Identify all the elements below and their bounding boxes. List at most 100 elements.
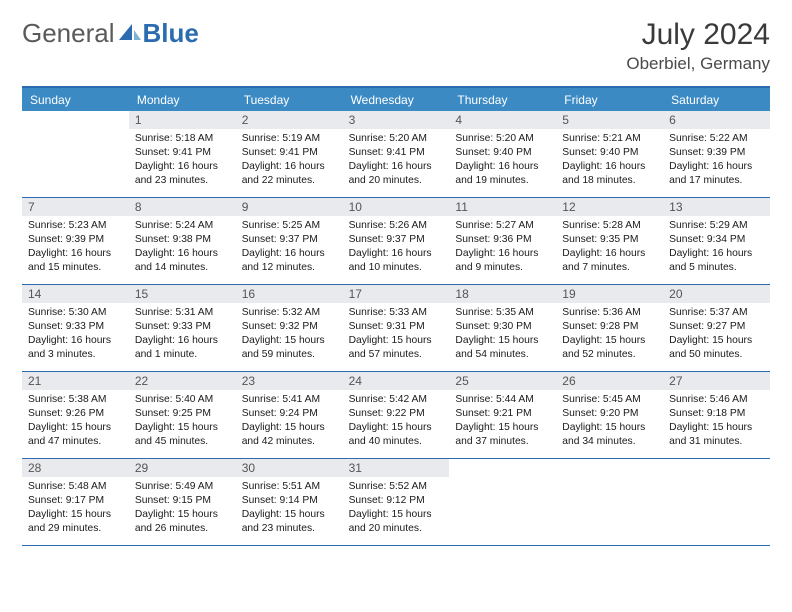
- day-cell: 10Sunrise: 5:26 AMSunset: 9:37 PMDayligh…: [343, 198, 450, 284]
- daylight-line: and 15 minutes.: [28, 261, 123, 275]
- daylight-line: and 7 minutes.: [562, 261, 657, 275]
- sunrise-line: Sunrise: 5:22 AM: [669, 132, 764, 146]
- brand-logo: General Blue: [22, 18, 199, 49]
- day-details: Sunrise: 5:20 AMSunset: 9:41 PMDaylight:…: [343, 129, 450, 193]
- day-header-row: Sunday Monday Tuesday Wednesday Thursday…: [22, 88, 770, 111]
- daylight-line: and 19 minutes.: [455, 174, 550, 188]
- daylight-line: Daylight: 16 hours: [455, 247, 550, 261]
- day-number: 20: [663, 285, 770, 303]
- sunrise-line: Sunrise: 5:33 AM: [349, 306, 444, 320]
- daylight-line: and 5 minutes.: [669, 261, 764, 275]
- day-details: Sunrise: 5:49 AMSunset: 9:15 PMDaylight:…: [129, 477, 236, 541]
- brand-part1: General: [22, 18, 115, 49]
- daylight-line: Daylight: 15 hours: [242, 421, 337, 435]
- sunset-line: Sunset: 9:12 PM: [349, 494, 444, 508]
- daylight-line: Daylight: 15 hours: [455, 334, 550, 348]
- daylight-line: and 52 minutes.: [562, 348, 657, 362]
- daylight-line: and 57 minutes.: [349, 348, 444, 362]
- daylight-line: and 40 minutes.: [349, 435, 444, 449]
- daylight-line: Daylight: 15 hours: [669, 334, 764, 348]
- daylight-line: Daylight: 16 hours: [135, 160, 230, 174]
- title-block: July 2024 Oberbiel, Germany: [626, 18, 770, 74]
- sunrise-line: Sunrise: 5:44 AM: [455, 393, 550, 407]
- day-header: Saturday: [663, 88, 770, 111]
- daylight-line: Daylight: 16 hours: [135, 334, 230, 348]
- sunset-line: Sunset: 9:39 PM: [28, 233, 123, 247]
- day-details: Sunrise: 5:23 AMSunset: 9:39 PMDaylight:…: [22, 216, 129, 280]
- daylight-line: and 47 minutes.: [28, 435, 123, 449]
- sunset-line: Sunset: 9:40 PM: [455, 146, 550, 160]
- sunset-line: Sunset: 9:25 PM: [135, 407, 230, 421]
- day-number: 19: [556, 285, 663, 303]
- day-details: Sunrise: 5:45 AMSunset: 9:20 PMDaylight:…: [556, 390, 663, 454]
- day-details: Sunrise: 5:36 AMSunset: 9:28 PMDaylight:…: [556, 303, 663, 367]
- brand-part2: Blue: [143, 18, 199, 49]
- day-cell: 18Sunrise: 5:35 AMSunset: 9:30 PMDayligh…: [449, 285, 556, 371]
- sunrise-line: Sunrise: 5:20 AM: [349, 132, 444, 146]
- daylight-line: Daylight: 15 hours: [28, 508, 123, 522]
- day-cell: 15Sunrise: 5:31 AMSunset: 9:33 PMDayligh…: [129, 285, 236, 371]
- daylight-line: Daylight: 15 hours: [242, 508, 337, 522]
- day-details: Sunrise: 5:33 AMSunset: 9:31 PMDaylight:…: [343, 303, 450, 367]
- sunrise-line: Sunrise: 5:19 AM: [242, 132, 337, 146]
- day-cell: 28Sunrise: 5:48 AMSunset: 9:17 PMDayligh…: [22, 459, 129, 545]
- month-title: July 2024: [626, 18, 770, 52]
- daylight-line: Daylight: 16 hours: [349, 160, 444, 174]
- sunset-line: Sunset: 9:31 PM: [349, 320, 444, 334]
- sunset-line: Sunset: 9:38 PM: [135, 233, 230, 247]
- day-cell: 3Sunrise: 5:20 AMSunset: 9:41 PMDaylight…: [343, 111, 450, 197]
- day-details: Sunrise: 5:28 AMSunset: 9:35 PMDaylight:…: [556, 216, 663, 280]
- day-number: 14: [22, 285, 129, 303]
- sunrise-line: Sunrise: 5:20 AM: [455, 132, 550, 146]
- sunrise-line: Sunrise: 5:41 AM: [242, 393, 337, 407]
- sunset-line: Sunset: 9:40 PM: [562, 146, 657, 160]
- day-details: Sunrise: 5:21 AMSunset: 9:40 PMDaylight:…: [556, 129, 663, 193]
- day-cell: 6Sunrise: 5:22 AMSunset: 9:39 PMDaylight…: [663, 111, 770, 197]
- day-cell: 26Sunrise: 5:45 AMSunset: 9:20 PMDayligh…: [556, 372, 663, 458]
- day-header: Tuesday: [236, 88, 343, 111]
- day-header: Friday: [556, 88, 663, 111]
- daylight-line: Daylight: 15 hours: [349, 421, 444, 435]
- daylight-line: Daylight: 16 hours: [135, 247, 230, 261]
- sunset-line: Sunset: 9:41 PM: [135, 146, 230, 160]
- day-cell: 27Sunrise: 5:46 AMSunset: 9:18 PMDayligh…: [663, 372, 770, 458]
- sunset-line: Sunset: 9:41 PM: [242, 146, 337, 160]
- sunset-line: Sunset: 9:36 PM: [455, 233, 550, 247]
- day-number: 26: [556, 372, 663, 390]
- day-cell: 17Sunrise: 5:33 AMSunset: 9:31 PMDayligh…: [343, 285, 450, 371]
- day-cell: 5Sunrise: 5:21 AMSunset: 9:40 PMDaylight…: [556, 111, 663, 197]
- day-cell: .: [22, 111, 129, 197]
- day-cell: 16Sunrise: 5:32 AMSunset: 9:32 PMDayligh…: [236, 285, 343, 371]
- sunset-line: Sunset: 9:20 PM: [562, 407, 657, 421]
- day-details: Sunrise: 5:37 AMSunset: 9:27 PMDaylight:…: [663, 303, 770, 367]
- day-details: Sunrise: 5:26 AMSunset: 9:37 PMDaylight:…: [343, 216, 450, 280]
- sunrise-line: Sunrise: 5:52 AM: [349, 480, 444, 494]
- day-header: Sunday: [22, 88, 129, 111]
- daylight-line: Daylight: 16 hours: [242, 247, 337, 261]
- sunrise-line: Sunrise: 5:26 AM: [349, 219, 444, 233]
- daylight-line: and 14 minutes.: [135, 261, 230, 275]
- day-cell: 29Sunrise: 5:49 AMSunset: 9:15 PMDayligh…: [129, 459, 236, 545]
- day-number: 29: [129, 459, 236, 477]
- day-number: 1: [129, 111, 236, 129]
- daylight-line: Daylight: 15 hours: [242, 334, 337, 348]
- daylight-line: and 31 minutes.: [669, 435, 764, 449]
- day-cell: 11Sunrise: 5:27 AMSunset: 9:36 PMDayligh…: [449, 198, 556, 284]
- daylight-line: and 12 minutes.: [242, 261, 337, 275]
- day-cell: 21Sunrise: 5:38 AMSunset: 9:26 PMDayligh…: [22, 372, 129, 458]
- day-cell: .: [663, 459, 770, 545]
- daylight-line: Daylight: 16 hours: [669, 247, 764, 261]
- day-cell: 24Sunrise: 5:42 AMSunset: 9:22 PMDayligh…: [343, 372, 450, 458]
- day-details: Sunrise: 5:32 AMSunset: 9:32 PMDaylight:…: [236, 303, 343, 367]
- daylight-line: Daylight: 16 hours: [562, 247, 657, 261]
- week-row: .1Sunrise: 5:18 AMSunset: 9:41 PMDayligh…: [22, 111, 770, 198]
- sunrise-line: Sunrise: 5:45 AM: [562, 393, 657, 407]
- daylight-line: and 26 minutes.: [135, 522, 230, 536]
- week-row: 7Sunrise: 5:23 AMSunset: 9:39 PMDaylight…: [22, 198, 770, 285]
- daylight-line: Daylight: 15 hours: [28, 421, 123, 435]
- daylight-line: Daylight: 15 hours: [349, 508, 444, 522]
- day-number: 21: [22, 372, 129, 390]
- sunrise-line: Sunrise: 5:29 AM: [669, 219, 764, 233]
- day-number: 6: [663, 111, 770, 129]
- page: General Blue July 2024 Oberbiel, Germany…: [0, 0, 792, 564]
